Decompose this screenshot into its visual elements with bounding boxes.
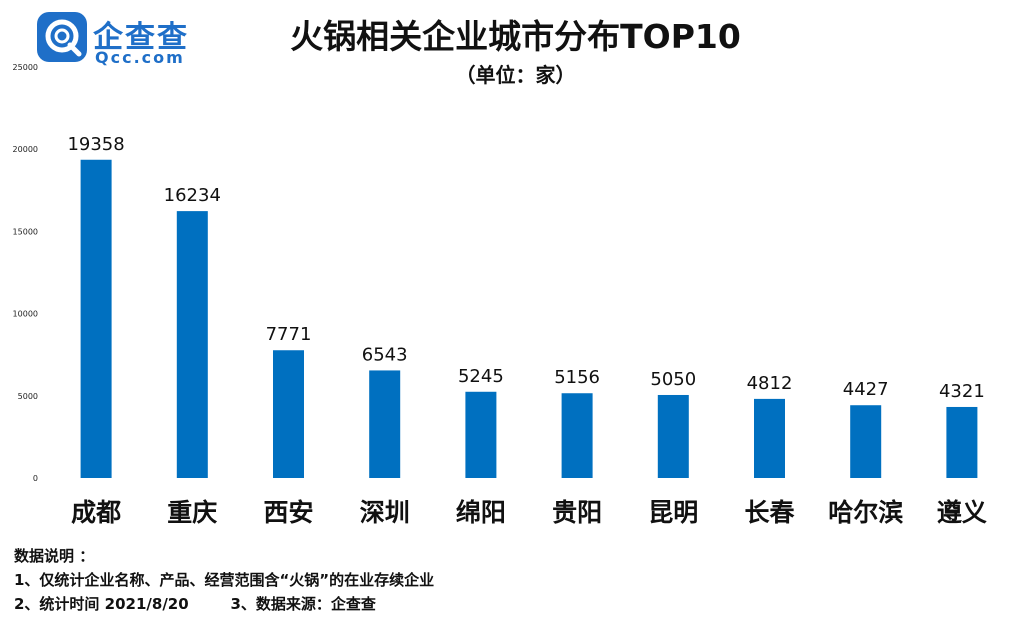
bar-value-label: 16234 bbox=[164, 185, 221, 206]
notes-heading: 数据说明 ： bbox=[14, 547, 95, 565]
category-label: 昆明 bbox=[648, 498, 698, 527]
bar-value-label: 4812 bbox=[747, 373, 793, 394]
chart-subtitle: （单位：家） bbox=[455, 63, 576, 87]
chart-title: 火锅相关企业城市分布TOP10 bbox=[290, 17, 741, 56]
category-label: 贵阳 bbox=[552, 498, 602, 527]
brand-name-en: Qcc.com bbox=[95, 48, 185, 67]
bar-成都 bbox=[80, 159, 112, 478]
data-notes: 数据说明 ： 1、仅统计企业名称、产品、经营范围含“火锅”的在业存续企业 2、统… bbox=[14, 544, 434, 616]
bar-value-label: 4321 bbox=[939, 381, 985, 402]
category-label: 深圳 bbox=[360, 498, 410, 527]
category-label: 长春 bbox=[744, 498, 794, 527]
y-tick-label: 0 bbox=[33, 474, 38, 483]
bar-西安 bbox=[273, 350, 304, 478]
category-label: 成都 bbox=[71, 498, 121, 527]
y-tick-label: 5000 bbox=[18, 392, 38, 401]
y-tick-label: 25000 bbox=[13, 63, 38, 72]
category-label: 绵阳 bbox=[456, 498, 506, 527]
bar-哈尔滨 bbox=[850, 405, 882, 478]
category-label: 哈尔滨 bbox=[828, 498, 903, 527]
brand-name-cn: 企查查 bbox=[93, 20, 189, 55]
qcc-logo-icon bbox=[37, 12, 87, 62]
bar-重庆 bbox=[176, 211, 208, 478]
bar-长春 bbox=[754, 398, 785, 478]
brand-logo: 企查查 Qcc.com bbox=[37, 10, 227, 67]
notes-line-1: 1、仅统计企业名称、产品、经营范围含“火锅”的在业存续企业 bbox=[14, 571, 435, 589]
bar-value-label: 6543 bbox=[362, 344, 408, 365]
y-tick-label: 20000 bbox=[13, 145, 38, 154]
bar-绵阳 bbox=[465, 391, 497, 478]
category-label: 重庆 bbox=[167, 498, 217, 527]
bar-value-label: 19358 bbox=[67, 134, 124, 155]
bar-value-label: 5050 bbox=[650, 369, 696, 390]
notes-line-2: 2、统计时间 2021/8/20 3、数据来源：企查查 bbox=[14, 595, 376, 613]
bar-贵阳 bbox=[561, 393, 593, 478]
bar-遵义 bbox=[946, 406, 978, 478]
bar-value-label: 7771 bbox=[266, 324, 312, 345]
y-tick-label: 10000 bbox=[13, 310, 38, 319]
category-label: 西安 bbox=[263, 498, 313, 527]
bar-value-label: 5245 bbox=[458, 366, 504, 387]
y-tick-label: 15000 bbox=[13, 227, 38, 236]
bar-深圳 bbox=[369, 370, 401, 478]
bar-昆明 bbox=[657, 394, 689, 478]
bar-value-label: 4427 bbox=[843, 379, 889, 400]
bar-value-label: 5156 bbox=[554, 367, 600, 388]
bar-chart: 0 5000 10000 15000 20000 25000 19358 成都 16234 重庆 7… bbox=[13, 63, 987, 527]
category-label: 遵义 bbox=[937, 498, 987, 527]
